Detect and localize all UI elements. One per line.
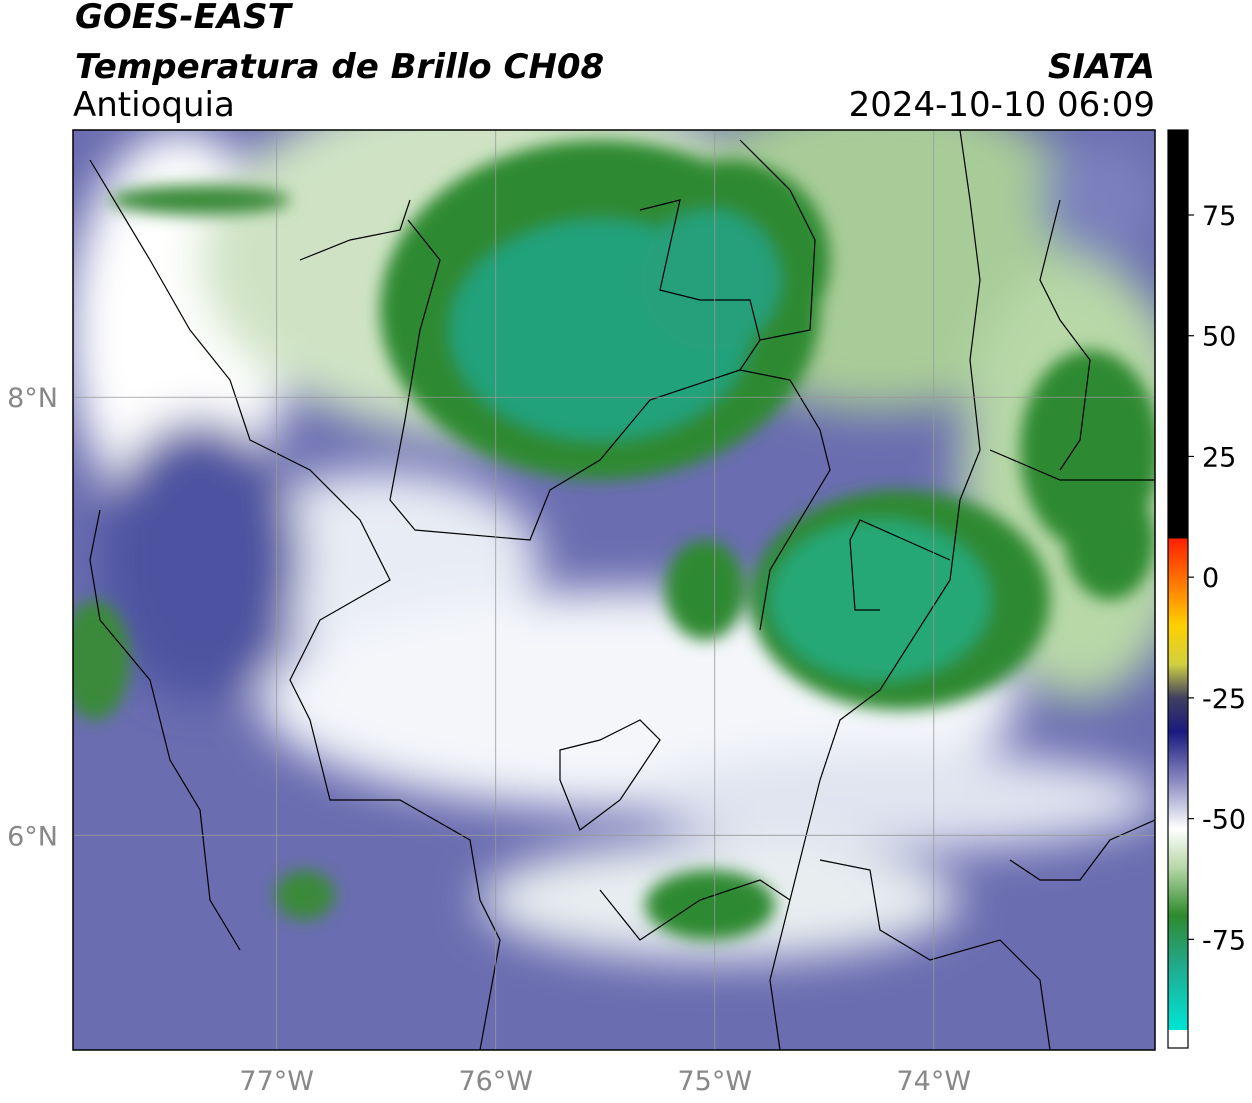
x-tick-label: 77°W — [239, 1066, 314, 1097]
map-frame — [72, 129, 1156, 1051]
region: Antioquia — [73, 85, 235, 125]
source: SIATA — [1048, 47, 1155, 87]
y-tick-label: 8°N — [7, 383, 58, 414]
subtitle: Temperatura de Brillo CH08 — [75, 47, 604, 87]
x-tick-label: 74°W — [897, 1066, 972, 1097]
x-tick-label: 75°W — [677, 1066, 752, 1097]
colorbar-tick-label: -50 — [1202, 805, 1246, 836]
colorbar-tick-label: 25 — [1202, 442, 1236, 473]
title: GOES-EAST — [75, 0, 294, 37]
y-tick-label: 6°N — [7, 821, 58, 852]
graticule — [73, 130, 1155, 1050]
colorbar-tick-label: 75 — [1202, 201, 1236, 232]
colorbar-tick-label: -75 — [1202, 925, 1246, 956]
colorbar-tick-label: 50 — [1202, 322, 1236, 353]
x-tick-label: 76°W — [458, 1066, 533, 1097]
colorbar-tick-label: 0 — [1202, 563, 1219, 594]
timestamp: 2024-10-10 06:09 — [849, 85, 1155, 125]
colorbar-tick-label: -25 — [1202, 684, 1246, 715]
satellite-image — [73, 130, 1155, 1050]
colorbar — [1167, 129, 1189, 1049]
